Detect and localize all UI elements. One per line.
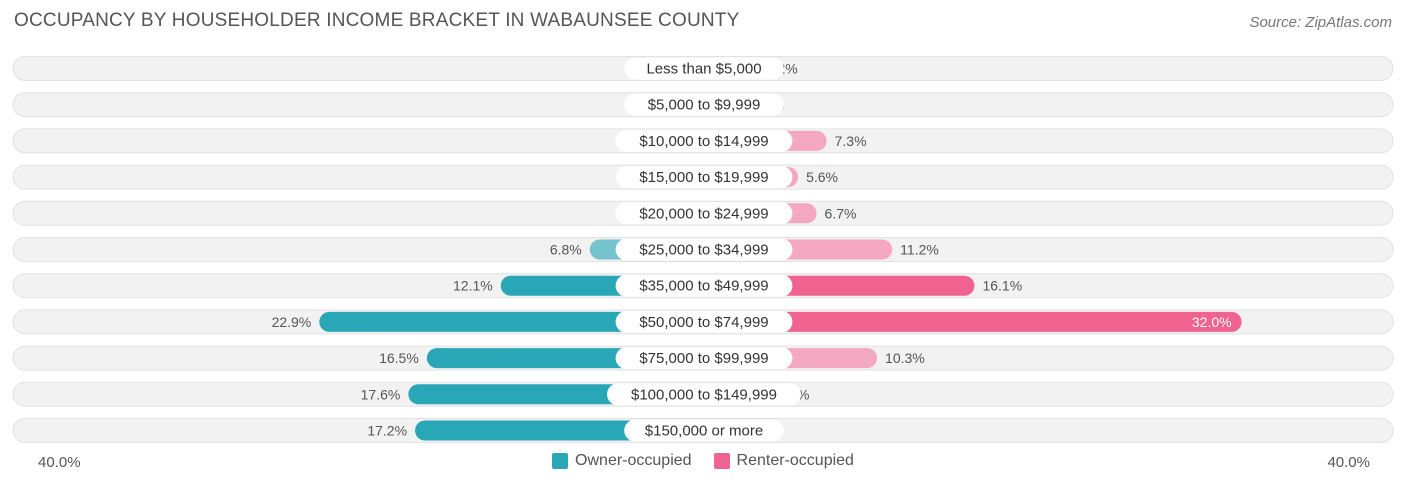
renter-value-label: 6.7%: [825, 205, 857, 221]
category-label: $150,000 or more: [645, 423, 763, 440]
legend-item-renter: Renter-occupied: [713, 452, 854, 470]
category-pill: [615, 238, 793, 261]
chart-row: 6.8% 11.2% $25,000 to $34,999: [12, 237, 1394, 262]
renter-bar: [694, 311, 1242, 332]
category-pill: [607, 383, 801, 406]
category-label: $50,000 to $74,999: [639, 314, 768, 331]
category-pill: [615, 347, 793, 370]
chart-row: 12.1% 16.1% $35,000 to $49,999: [12, 273, 1394, 299]
category-label: $15,000 to $19,999: [639, 169, 768, 186]
chart-row: 0.76%2.4%$5,000 to $9,999: [12, 92, 1394, 118]
chart-row: 16.5% 10.3% $75,000 to $99,999: [12, 345, 1394, 371]
renter-value-label: 5.6%: [806, 169, 838, 185]
category-label: $5,000 to $9,999: [648, 97, 761, 114]
chart-row: 17.6%3.9%$100,000 to $149,999: [12, 381, 1394, 407]
legend-label-renter: Renter-occupied: [736, 452, 854, 469]
category-label: Less than $5,000: [646, 61, 761, 78]
chart-title: OCCUPANCY BY HOUSEHOLDER INCOME BRACKET …: [14, 10, 740, 31]
owner-value-label: 6.8%: [550, 242, 582, 258]
category-pill: [615, 202, 793, 225]
category-pill: [615, 166, 793, 189]
owner-value-label: 22.9%: [272, 314, 312, 330]
category-pill: [624, 57, 784, 80]
source-credit: Source: ZipAtlas.com: [1249, 14, 1392, 31]
chart-row: 17.2%1.3%$150,000 or more: [12, 418, 1394, 443]
owner-value-label: 12.1%: [453, 278, 493, 294]
owner-value-label: 17.6%: [361, 386, 401, 402]
category-pill: [624, 419, 784, 442]
category-label: $75,000 to $99,999: [639, 350, 768, 367]
chart-row: 1.5%3.2%Less than $5,000: [12, 56, 1394, 81]
chart-row: 2.2%5.6%$15,000 to $19,999: [12, 164, 1394, 190]
category-label: $35,000 to $49,999: [639, 278, 768, 295]
chart-row: 22.9% 32.0% $50,000 to $74,999: [12, 309, 1394, 335]
renter-value-label: 16.1%: [982, 278, 1022, 294]
renter-value-label: 32.0%: [1192, 314, 1232, 330]
category-label: $25,000 to $34,999: [639, 242, 768, 259]
category-pill: [615, 129, 793, 152]
legend-label-owner: Owner-occupied: [575, 452, 692, 469]
owner-value-label: 16.5%: [379, 350, 419, 366]
axis-left-label: 40.0%: [38, 454, 81, 471]
axis-right-label: 40.0%: [1327, 454, 1370, 471]
renter-value-label: 10.3%: [885, 350, 925, 366]
category-pill: [615, 310, 793, 333]
renter-value-label: 7.3%: [835, 133, 867, 149]
owner-bar: [319, 311, 714, 332]
renter-value-label: 11.2%: [900, 242, 939, 258]
chart-row: 0.57%7.3%$10,000 to $14,999: [12, 128, 1394, 154]
category-pill: [624, 93, 784, 116]
legend-item-owner: Owner-occupied: [552, 452, 692, 470]
legend-swatch-renter: [713, 453, 730, 469]
category-label: $100,000 to $149,999: [631, 386, 777, 403]
chart-row: 1.9%6.7%$20,000 to $24,999: [12, 200, 1394, 226]
legend: Owner-occupied Renter-occupied: [0, 452, 1406, 470]
category-pill: [615, 274, 793, 297]
category-label: $20,000 to $24,999: [639, 205, 768, 222]
legend-swatch-owner: [552, 453, 569, 469]
owner-value-label: 17.2%: [367, 423, 407, 439]
category-label: $10,000 to $14,999: [639, 133, 768, 150]
